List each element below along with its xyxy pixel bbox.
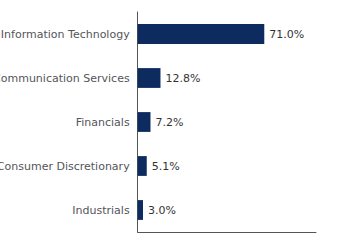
svg-text:Financials: Financials — [76, 116, 130, 129]
svg-text:Communication Services: Communication Services — [0, 72, 130, 85]
svg-text:71.0%: 71.0% — [269, 28, 304, 41]
svg-text:7.2%: 7.2% — [155, 116, 183, 129]
svg-text:Information Technology: Information Technology — [1, 28, 130, 41]
svg-text:5.1%: 5.1% — [152, 160, 180, 173]
svg-text:Industrials: Industrials — [72, 204, 130, 217]
svg-text:Consumer Discretionary: Consumer Discretionary — [0, 160, 130, 173]
svg-text:12.8%: 12.8% — [165, 72, 200, 85]
svg-text:3.0%: 3.0% — [148, 204, 176, 217]
